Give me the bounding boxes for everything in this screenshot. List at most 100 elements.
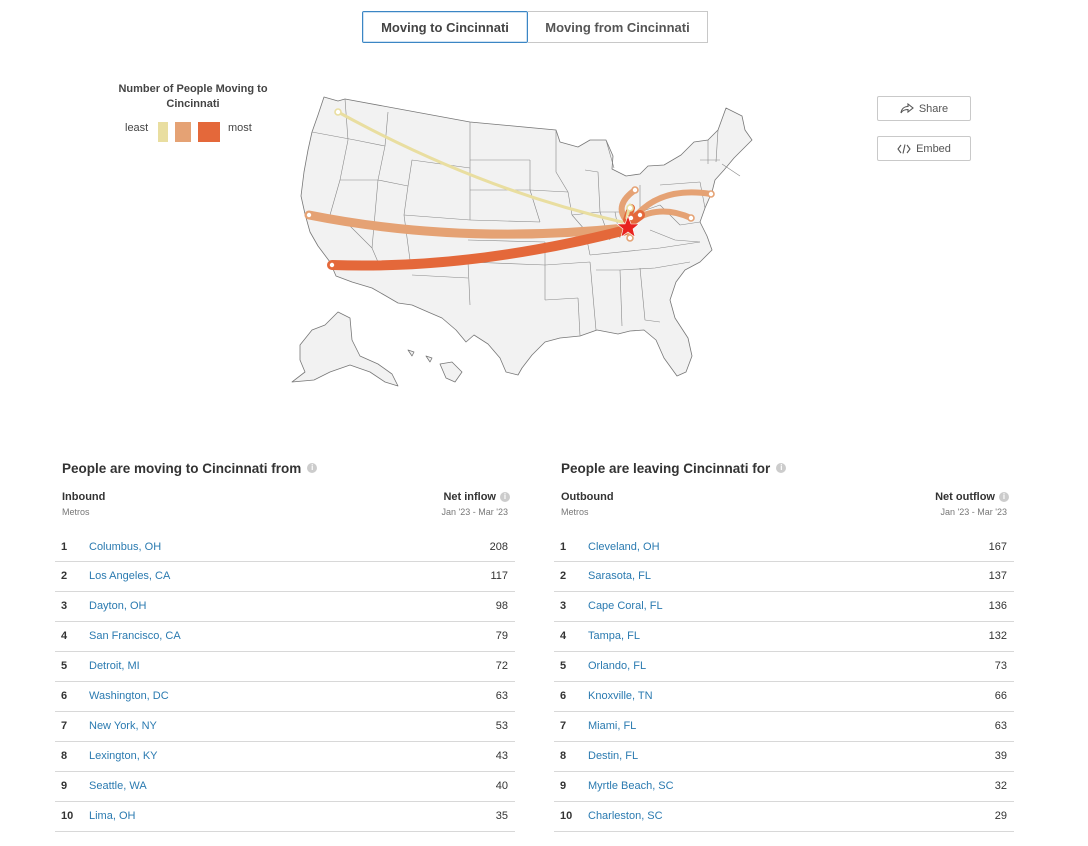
outbound-title: People are leaving Cincinnati for i (554, 458, 1014, 478)
rank: 8 (61, 750, 68, 762)
origin-points (305, 108, 715, 269)
legend-title: Number of People Moving to Cincinnati (118, 83, 268, 110)
info-icon[interactable]: i (307, 463, 318, 473)
metro-link[interactable]: Dayton, OH (89, 600, 147, 612)
rank: 10 (560, 810, 573, 822)
cincinnati-star-marker (616, 215, 640, 238)
rank: 6 (560, 690, 567, 702)
flow-value: 137 (988, 570, 1007, 582)
share-button[interactable]: Share (877, 96, 971, 121)
embed-button[interactable]: Embed (877, 136, 971, 161)
flow-value: 39 (994, 750, 1007, 762)
flow-value: 53 (495, 720, 508, 732)
metro-link[interactable]: Orlando, FL (588, 660, 647, 672)
rank: 3 (61, 600, 68, 612)
metro-link[interactable]: Cape Coral, FL (588, 600, 663, 612)
flow-value: 136 (988, 600, 1007, 612)
rank: 6 (61, 690, 68, 702)
metro-link[interactable]: Lima, OH (89, 810, 136, 822)
metro-link[interactable]: Washington, DC (89, 690, 169, 702)
rank: 4 (560, 630, 567, 642)
metro-link[interactable]: Tampa, FL (588, 630, 640, 642)
metro-link[interactable]: Knoxville, TN (588, 690, 653, 702)
rank: 2 (560, 570, 567, 582)
table-row: 1 Columbus, OH 208 (55, 533, 515, 562)
outbound-panel: People are leaving Cincinnati for i Outb… (554, 458, 1014, 832)
metro-link[interactable]: Charleston, SC (588, 810, 663, 822)
table-row: 6 Knoxville, TN 66 (554, 682, 1014, 712)
info-icon[interactable]: i (776, 463, 787, 473)
lima-point[interactable] (626, 204, 634, 212)
table-row: 3 Cape Coral, FL 136 (554, 592, 1014, 622)
columbus-point[interactable] (636, 211, 644, 219)
legend-swatch-least (158, 122, 168, 142)
table-row: 5 Detroit, MI 72 (55, 652, 515, 682)
flow-value: 132 (988, 630, 1007, 642)
info-icon[interactable]: i (500, 492, 510, 502)
metro-link[interactable]: Seattle, WA (89, 780, 147, 792)
washington-point[interactable] (687, 214, 695, 222)
flow-value: 32 (994, 780, 1007, 792)
inbound-col-label: Inbound (62, 491, 106, 503)
flow-value: 73 (994, 660, 1007, 672)
tab-moving-from[interactable]: Moving from Cincinnati (528, 11, 708, 43)
flow-value: 66 (994, 690, 1007, 702)
seattle-point[interactable] (334, 108, 342, 116)
inbound-rows: 1 Columbus, OH 208 2 Los Angeles, CA 117 3 Dayt… (55, 533, 515, 832)
legend-swatch-mid (175, 122, 191, 142)
rank: 1 (560, 541, 567, 553)
us-states-map (291, 96, 753, 387)
info-icon[interactable]: i (999, 492, 1009, 502)
table-row: 4 San Francisco, CA 79 (55, 622, 515, 652)
table-row: 7 Miami, FL 63 (554, 712, 1014, 742)
flow-value: 98 (495, 600, 508, 612)
outbound-col-label: Outbound (561, 491, 614, 503)
table-row: 1 Cleveland, OH 167 (554, 533, 1014, 562)
metro-link[interactable]: Sarasota, FL (588, 570, 651, 582)
outbound-date-range: Jan '23 - Mar '23 (940, 507, 1007, 517)
table-row: 10 Lima, OH 35 (55, 802, 515, 832)
metro-link[interactable]: Myrtle Beach, SC (588, 780, 674, 792)
lexington-point[interactable] (626, 234, 634, 242)
metro-link[interactable]: Los Angeles, CA (89, 570, 171, 582)
los-angeles-point[interactable] (328, 261, 336, 269)
rank: 1 (61, 541, 68, 553)
direction-toggle: Moving to Cincinnati Moving from Cincinn… (362, 11, 708, 43)
flow-value: 63 (994, 720, 1007, 732)
flow-value: 208 (489, 541, 508, 553)
metro-link[interactable]: Lexington, KY (89, 750, 158, 762)
new-york-point[interactable] (707, 190, 715, 198)
net-outflow-header: Net outflow i (935, 491, 1009, 503)
legend-swatch-most (198, 122, 220, 142)
legend-least-label: least (125, 122, 149, 134)
table-row: 9 Seattle, WA 40 (55, 772, 515, 802)
table-row: 8 Destin, FL 39 (554, 742, 1014, 772)
rank: 7 (61, 720, 68, 732)
metro-link[interactable]: Destin, FL (588, 750, 639, 762)
rank: 7 (560, 720, 567, 732)
code-icon (897, 143, 911, 154)
metro-link[interactable]: Detroit, MI (89, 660, 140, 672)
metro-link[interactable]: Cleveland, OH (588, 541, 660, 553)
rank: 3 (560, 600, 567, 612)
metro-link[interactable]: San Francisco, CA (89, 630, 181, 642)
flow-value: 43 (495, 750, 508, 762)
tab-moving-to[interactable]: Moving to Cincinnati (362, 11, 528, 43)
flow-arcs (304, 110, 714, 271)
flow-san-francisco (304, 210, 630, 239)
inbound-header: Inbound Metros Net inflow i Jan '23 - Mar… (55, 491, 515, 531)
san-francisco-point[interactable] (305, 211, 313, 219)
flow-los-angeles (327, 225, 631, 271)
rank: 9 (560, 780, 567, 792)
metro-link[interactable]: New York, NY (89, 720, 157, 732)
flow-value: 40 (495, 780, 508, 792)
flow-value: 63 (495, 690, 508, 702)
table-row: 7 New York, NY 53 (55, 712, 515, 742)
table-row: 2 Sarasota, FL 137 (554, 562, 1014, 592)
rank: 4 (61, 630, 68, 642)
metro-link[interactable]: Columbus, OH (89, 541, 162, 553)
metro-link[interactable]: Miami, FL (588, 720, 637, 732)
rank: 8 (560, 750, 567, 762)
embed-label: Embed (916, 142, 951, 155)
detroit-point[interactable] (631, 186, 639, 194)
